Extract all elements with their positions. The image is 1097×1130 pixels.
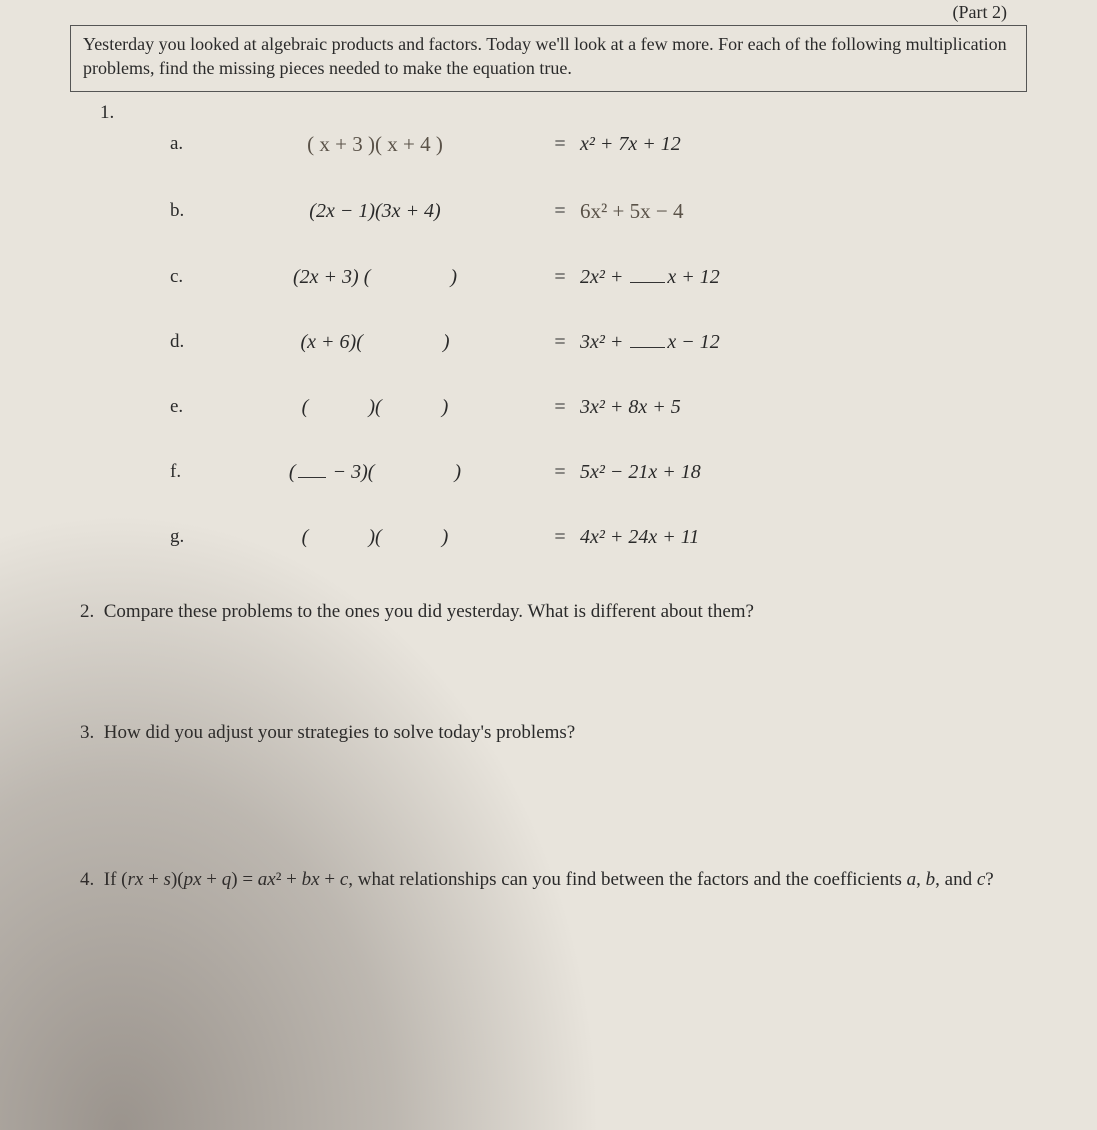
eq-equals: =	[540, 526, 580, 549]
eq-left: ()()	[210, 396, 540, 419]
eq-equals: =	[540, 266, 580, 289]
eq-left: (x + 6)()	[210, 331, 540, 354]
q4-text: If (rx + s)(px + q) = ax² + bx + c, what…	[104, 869, 994, 890]
part-label: (Part 2)	[953, 2, 1007, 22]
eq-right: 5x² − 21x + 18	[580, 461, 1027, 484]
eq-right-text: x² + 7x + 12	[580, 133, 681, 155]
eq-equals: =	[540, 396, 580, 419]
equation-row-a: a. ( x + 3 )( x + 4 ) = x² + 7x + 12	[170, 132, 1027, 157]
eq-left: ()()	[210, 526, 540, 549]
blank-input[interactable]	[298, 477, 326, 478]
q2-text: Compare these problems to the ones you d…	[104, 601, 754, 622]
equation-row-b: b. (2x − 1)(3x + 4) = 6x² + 5x − 4	[170, 199, 1027, 224]
equation-row-f: f. ( − 3)() = 5x² − 21x + 18	[170, 461, 1027, 484]
instruction-box: Yesterday you looked at algebraic produc…	[70, 25, 1027, 92]
eq-right: 3x² + 8x + 5	[580, 396, 1027, 419]
eq-left: (2x + 3) ()	[210, 266, 540, 289]
equation-row-g: g. ()() = 4x² + 24x + 11	[170, 526, 1027, 549]
q2-number: 2.	[80, 601, 94, 622]
equation-list: a. ( x + 3 )( x + 4 ) = x² + 7x + 12 b. …	[70, 132, 1027, 549]
problem-1-number: 1.	[100, 102, 1027, 124]
row-label: a.	[170, 133, 210, 155]
equation-row-e: e. ()() = 3x² + 8x + 5	[170, 396, 1027, 419]
row-label: d.	[170, 331, 210, 353]
equation-row-d: d. (x + 6)() = 3x² + x − 12	[170, 331, 1027, 354]
question-3: 3. How did you adjust your strategies to…	[80, 720, 1027, 747]
eq-left: ( − 3)()	[210, 461, 540, 484]
eq-equals: =	[540, 133, 580, 156]
eq-right: 2x² + x + 12	[580, 266, 1027, 289]
q3-text: How did you adjust your strategies to so…	[104, 722, 576, 743]
instruction-text: Yesterday you looked at algebraic produc…	[83, 34, 1007, 78]
header-partial-title: (Part 2)	[70, 0, 1027, 23]
question-2: 2. Compare these problems to the ones yo…	[80, 599, 1027, 626]
blank-input[interactable]	[630, 282, 665, 283]
row-label: b.	[170, 200, 210, 222]
q3-number: 3.	[80, 722, 94, 743]
eq-right: 3x² + x − 12	[580, 331, 1027, 354]
eq-right-handwritten: 6x² + 5x − 4	[580, 199, 1027, 224]
eq-equals: =	[540, 461, 580, 484]
question-4: 4. If (rx + s)(px + q) = ax² + bx + c, w…	[80, 867, 1027, 894]
blank-input[interactable]	[630, 347, 665, 348]
row-label: f.	[170, 461, 210, 483]
row-label: e.	[170, 396, 210, 418]
eq-left-handwritten: ( x + 3 )( x + 4 )	[210, 132, 540, 157]
equation-row-c: c. (2x + 3) () = 2x² + x + 12	[170, 266, 1027, 289]
worksheet-paper: (Part 2) Yesterday you looked at algebra…	[0, 0, 1097, 1130]
eq-right: x² + 7x + 12	[580, 133, 1027, 156]
row-label: g.	[170, 526, 210, 548]
eq-equals: =	[540, 331, 580, 354]
eq-equals: =	[540, 200, 580, 223]
eq-right: 4x² + 24x + 11	[580, 526, 1027, 549]
row-label: c.	[170, 266, 210, 288]
q4-number: 4.	[80, 869, 94, 890]
eq-left: (2x − 1)(3x + 4)	[210, 200, 540, 223]
